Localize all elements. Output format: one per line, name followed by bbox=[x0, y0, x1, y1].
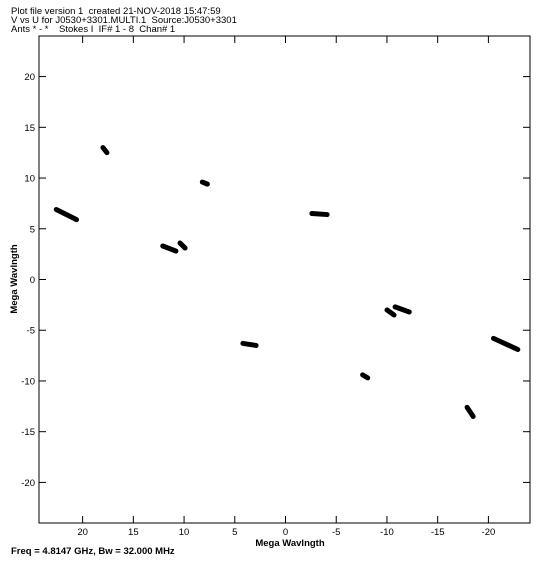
uv-track bbox=[392, 304, 412, 315]
ticks-layer: 20 15 10 5 0 -5 -10 -15 -20 20 15 10 5 0 -5 -10 -15 -20 bbox=[21, 36, 530, 538]
y-tick-label: 20 bbox=[24, 72, 35, 83]
plot-frame bbox=[38, 35, 531, 524]
header-line-2: V vs U for J0530+3301.MULTI.1 Source:J05… bbox=[11, 15, 237, 26]
uv-track bbox=[177, 240, 188, 251]
uv-track bbox=[160, 243, 179, 254]
x-tick-label: 0 bbox=[283, 527, 288, 538]
x-tick-label: 20 bbox=[77, 527, 88, 538]
y-axis-title: Mega Wavlngth bbox=[9, 244, 20, 314]
x-tick-label: -15 bbox=[431, 527, 445, 538]
footer-freq: Freq = 4.8147 GHz, Bw = 32.000 MHz bbox=[11, 546, 175, 557]
x-tick-label: 10 bbox=[179, 527, 190, 538]
uv-track bbox=[240, 340, 259, 348]
y-tick-label: -15 bbox=[21, 427, 35, 438]
y-tick-label: -10 bbox=[21, 376, 35, 387]
y-tick-label: 0 bbox=[30, 275, 35, 286]
x-tick-label: -20 bbox=[482, 527, 496, 538]
x-tick-label: -5 bbox=[332, 527, 340, 538]
uv-track bbox=[384, 307, 397, 318]
uv-track bbox=[100, 145, 110, 156]
uv-track bbox=[360, 372, 371, 381]
uv-tracks bbox=[53, 145, 521, 419]
uv-track bbox=[199, 179, 210, 187]
uv-track bbox=[53, 206, 80, 223]
header-line-1: Plot file version 1 created 21-NOV-2018 … bbox=[11, 6, 221, 17]
x-tick-label: 15 bbox=[128, 527, 139, 538]
y-tick-label: -5 bbox=[27, 326, 35, 337]
x-axis-title: Mega Wavlngth bbox=[255, 538, 325, 549]
y-tick-label: 10 bbox=[24, 174, 35, 185]
y-tick-label: 5 bbox=[30, 224, 35, 235]
x-tick-label: 5 bbox=[232, 527, 237, 538]
y-tick-label: 15 bbox=[24, 123, 35, 134]
uv-track bbox=[490, 335, 521, 353]
header-line-3: Ants * - * Stokes I IF# 1 - 8 Chan# 1 bbox=[11, 24, 176, 35]
x-tick-label: -10 bbox=[380, 527, 394, 538]
uv-track bbox=[309, 211, 330, 218]
uv-track bbox=[464, 404, 476, 419]
y-tick-label: -20 bbox=[21, 478, 35, 489]
